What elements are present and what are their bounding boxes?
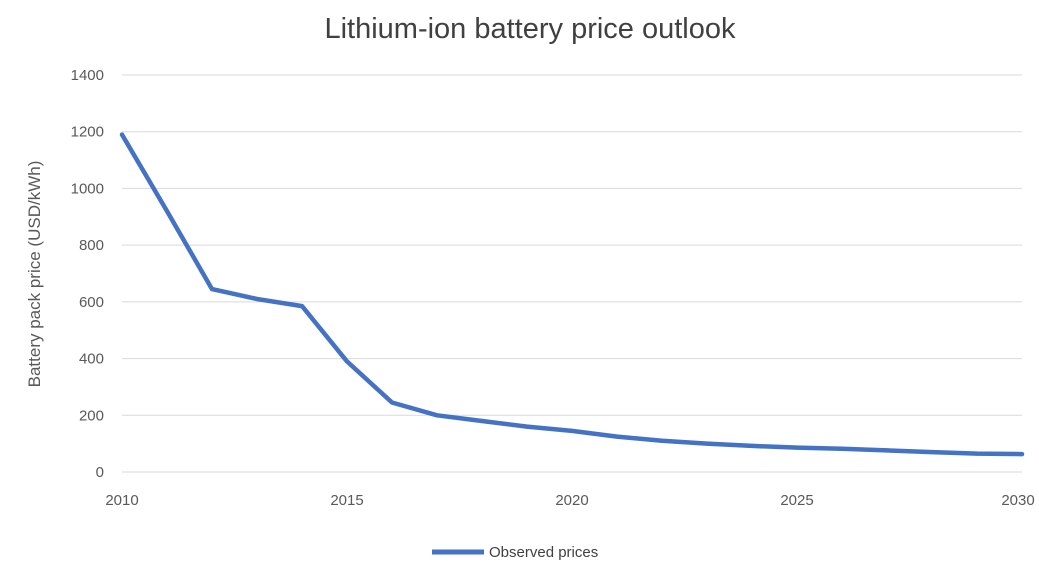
data-point (660, 438, 664, 443)
series-line-observed-prices (119, 132, 1025, 457)
data-point (300, 304, 304, 309)
data-point (525, 424, 529, 429)
x-tick-label: 2025 (780, 492, 813, 509)
y-tick-label: 0 (96, 464, 104, 481)
data-point (120, 132, 124, 137)
x-axis-ticks: 2010 2015 2020 2025 2030 (105, 492, 1034, 509)
data-point (345, 359, 349, 364)
x-tick-label: 2030 (1001, 492, 1034, 509)
data-point (165, 209, 169, 214)
x-tick-label: 2015 (330, 492, 363, 509)
legend: Observed prices (432, 544, 598, 561)
data-point (255, 297, 259, 301)
data-point (750, 443, 754, 448)
data-point (840, 446, 844, 451)
x-tick-label: 2010 (105, 492, 138, 509)
legend-label-observed-prices: Observed prices (489, 544, 598, 561)
data-point (570, 428, 574, 433)
data-point (480, 419, 484, 423)
y-tick-label: 1400 (71, 67, 104, 84)
y-axis-label: Battery pack price (USD/kWh) (25, 161, 44, 388)
data-point (930, 450, 934, 455)
x-tick-label: 2020 (555, 492, 588, 509)
y-tick-label: 800 (79, 237, 104, 254)
y-tick-label: 400 (79, 351, 104, 368)
gridlines (122, 74, 1022, 473)
y-tick-label: 200 (79, 407, 104, 424)
data-point (795, 445, 799, 450)
series-lines (119, 132, 1025, 457)
data-point (210, 287, 214, 292)
data-point (615, 434, 619, 439)
data-point (435, 413, 439, 418)
chart-title: Lithium-ion battery price outlook (324, 13, 736, 45)
data-point (885, 448, 889, 453)
y-axis-ticks: 0 200 400 600 800 1000 1200 1400 (71, 67, 104, 481)
data-point (975, 451, 979, 456)
y-tick-label: 1200 (71, 124, 104, 141)
data-point (390, 400, 394, 405)
y-tick-label: 1000 (71, 180, 104, 197)
y-tick-label: 600 (79, 294, 104, 311)
data-point (705, 441, 709, 446)
data-point (1020, 452, 1024, 457)
